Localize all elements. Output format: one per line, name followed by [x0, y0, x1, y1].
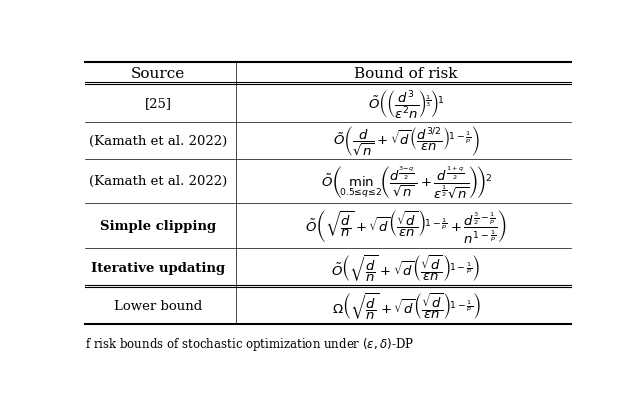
Text: Bound of risk: Bound of risk	[355, 67, 458, 81]
Text: Source: Source	[131, 67, 185, 81]
Text: $\tilde{O}\left(\dfrac{d}{\sqrt{n}} + \sqrt{d}\left(\dfrac{d^{3/2}}{\epsilon n}\: $\tilde{O}\left(\dfrac{d}{\sqrt{n}} + \s…	[333, 124, 479, 158]
Text: [25]: [25]	[145, 97, 172, 110]
Text: (Kamath et al. 2022): (Kamath et al. 2022)	[89, 175, 227, 188]
Text: $\Omega\left(\sqrt{\dfrac{d}{n}} + \sqrt{d}\left(\dfrac{\sqrt{d}}{\epsilon n}\ri: $\Omega\left(\sqrt{\dfrac{d}{n}} + \sqrt…	[332, 291, 481, 321]
Text: Lower bound: Lower bound	[114, 300, 202, 313]
Text: (Kamath et al. 2022): (Kamath et al. 2022)	[89, 134, 227, 147]
Text: Simple clipping: Simple clipping	[100, 220, 216, 232]
Text: f risk bounds of stochastic optimization under $(\epsilon, \delta)$-DP: f risk bounds of stochastic optimization…	[85, 335, 414, 352]
Text: $\tilde{O}\left(\sqrt{\dfrac{d}{n}} + \sqrt{d}\left(\dfrac{\sqrt{d}}{\epsilon n}: $\tilde{O}\left(\sqrt{\dfrac{d}{n}} + \s…	[305, 207, 507, 244]
Text: $\tilde{O}\left(\left(\dfrac{d^3}{\epsilon^2 n}\right)^{\!\frac{1}{3}}\right)^{\: $\tilde{O}\left(\left(\dfrac{d^3}{\epsil…	[367, 88, 445, 120]
Text: $\tilde{O}\left(\!\min_{0.5\leq q\leq 2}\!\left(\dfrac{d^{\frac{3-q}{2}}}{\sqrt{: $\tilde{O}\left(\!\min_{0.5\leq q\leq 2}…	[321, 164, 492, 199]
Text: Iterative updating: Iterative updating	[91, 262, 225, 275]
Text: $\tilde{O}\left(\sqrt{\dfrac{d}{n}} + \sqrt{d}\left(\dfrac{\sqrt{d}}{\epsilon n}: $\tilde{O}\left(\sqrt{\dfrac{d}{n}} + \s…	[332, 253, 481, 283]
